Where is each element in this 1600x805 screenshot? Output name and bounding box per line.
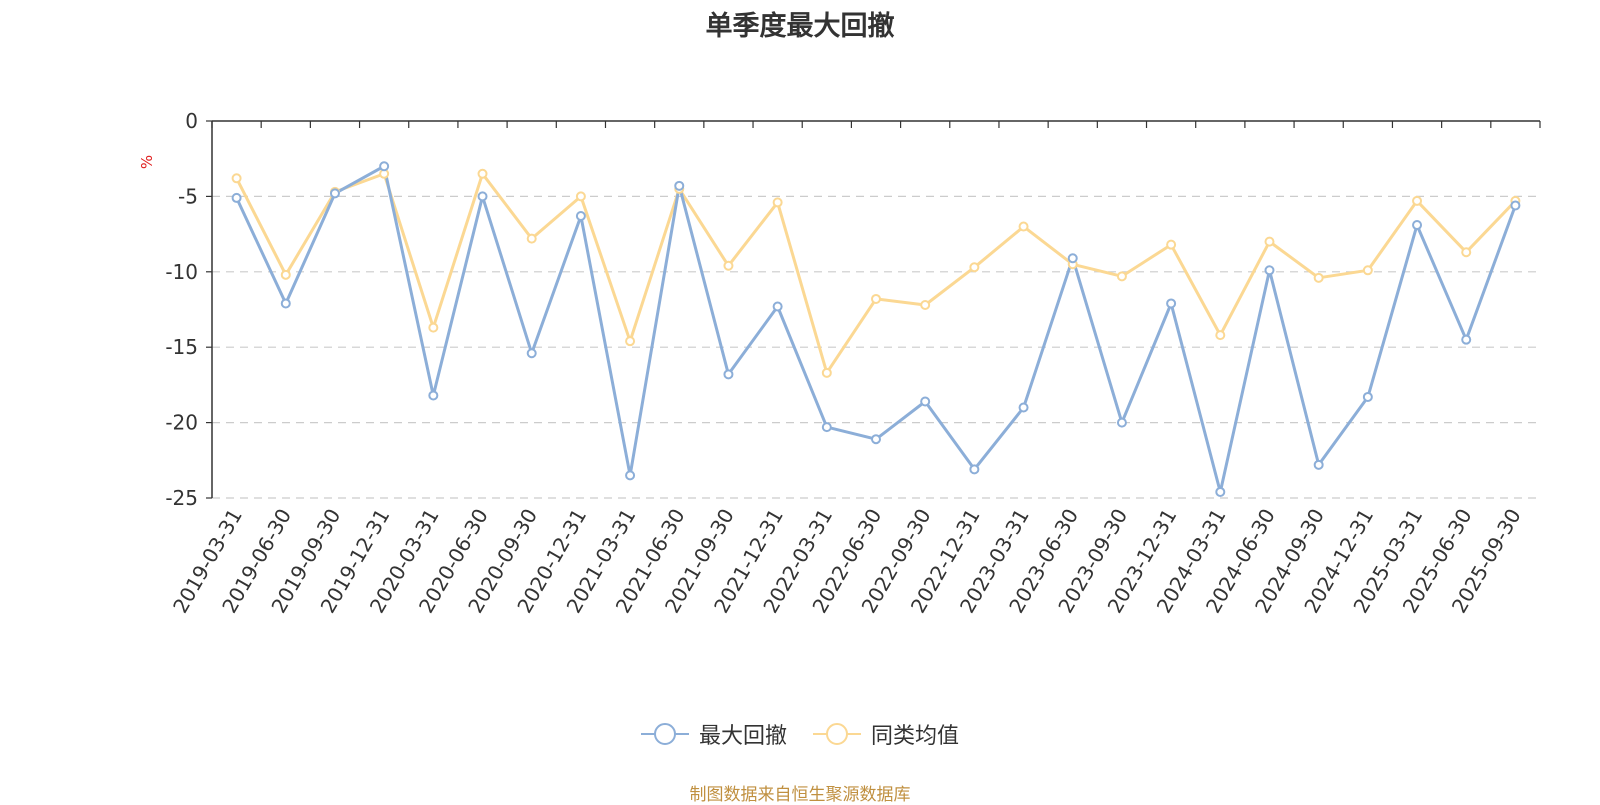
data-point-series-1 <box>1461 247 1472 258</box>
data-point-series-1 <box>723 260 734 271</box>
data-point-series-0 <box>1018 402 1029 413</box>
data-point-series-1 <box>1018 221 1029 232</box>
data-point-series-0 <box>1067 253 1078 264</box>
data-point-series-1 <box>920 299 931 310</box>
data-point-series-0 <box>920 396 931 407</box>
series-line-1 <box>235 172 1517 375</box>
data-point-series-0 <box>575 211 586 222</box>
data-point-series-0 <box>871 434 881 445</box>
data-point-series-0 <box>231 192 242 203</box>
y-tick-label: -20 <box>165 411 198 435</box>
grid-lines <box>212 195 1540 499</box>
data-point-series-1 <box>1116 271 1127 282</box>
data-point-series-0 <box>379 161 390 172</box>
data-point-series-0 <box>1461 334 1472 345</box>
data-point-series-1 <box>526 233 537 244</box>
data-point-series-0 <box>477 191 488 202</box>
data-point-series-0 <box>1362 391 1373 402</box>
data-point-series-0 <box>1510 200 1521 211</box>
data-point-series-0 <box>723 369 734 380</box>
data-point-series-0 <box>1264 265 1275 276</box>
legend-label-peer-average: 同类均值 <box>871 724 960 749</box>
data-point-series-1 <box>1313 272 1324 283</box>
data-point-series-1 <box>625 336 636 347</box>
data-point-series-0 <box>1166 298 1177 309</box>
data-point-series-0 <box>969 464 980 475</box>
data-point-series-0 <box>329 188 340 199</box>
data-point-series-1 <box>821 367 832 378</box>
legend-label-max-drawdown: 最大回撤 <box>698 724 787 749</box>
data-point-series-0 <box>1215 486 1226 497</box>
chart-title: 单季度最大回撤 <box>705 11 895 42</box>
legend-marker-peer-average <box>813 723 861 745</box>
y-axis-unit-label: % <box>138 155 156 169</box>
data-point-series-1 <box>1412 195 1423 206</box>
data-point-series-0 <box>772 301 783 312</box>
data-point-series-1 <box>871 293 881 304</box>
y-tick-label: 0 <box>185 109 198 133</box>
data-point-series-1 <box>1166 239 1177 250</box>
y-tick-label: -25 <box>165 486 198 510</box>
data-point-series-0 <box>526 348 537 359</box>
data-point-series-0 <box>625 470 636 481</box>
data-point-series-1 <box>231 173 242 184</box>
y-tick-label: -15 <box>165 335 198 359</box>
data-point-series-1 <box>280 269 291 280</box>
data-point-series-1 <box>1215 330 1226 341</box>
data-point-series-1 <box>1264 236 1275 247</box>
data-point-series-0 <box>1116 417 1127 428</box>
data-point-series-1 <box>1362 265 1373 276</box>
data-point-series-1 <box>772 197 783 208</box>
data-point-series-1 <box>575 191 586 202</box>
axes: 0-5-10-15-20-252019-03-312019-06-302019-… <box>165 109 1541 617</box>
series <box>231 161 1521 497</box>
data-point-series-1 <box>477 168 488 179</box>
data-point-series-0 <box>280 298 291 309</box>
y-tick-label: -5 <box>178 184 198 208</box>
legend: 最大回撤 同类均值 <box>0 718 1600 750</box>
y-tick-label: -10 <box>165 260 198 284</box>
data-point-series-1 <box>969 262 980 273</box>
data-point-series-0 <box>821 422 832 433</box>
data-point-series-0 <box>674 180 685 191</box>
legend-marker-max-drawdown <box>640 723 689 745</box>
legend-item-max-drawdown[interactable]: 最大回撤 <box>640 718 787 750</box>
data-point-series-0 <box>428 390 439 401</box>
data-point-series-1 <box>428 322 439 333</box>
legend-item-peer-average[interactable]: 同类均值 <box>813 718 959 750</box>
data-point-series-0 <box>1313 459 1324 470</box>
source-note: 制图数据来自恒生聚源数据库 <box>689 785 911 805</box>
data-point-series-0 <box>1412 220 1423 231</box>
